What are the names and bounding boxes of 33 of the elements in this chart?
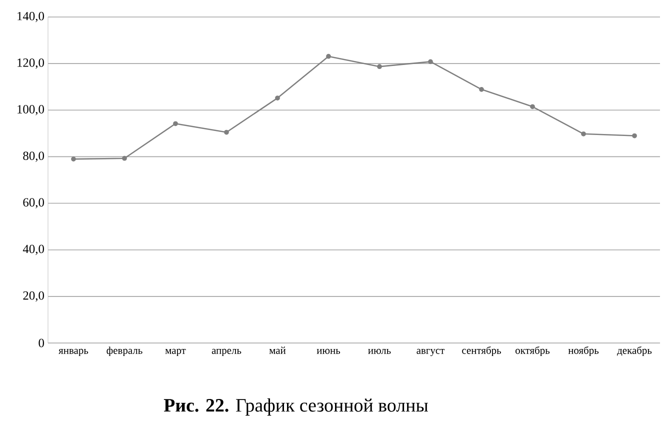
x-tick-label: июль	[368, 348, 391, 354]
point	[581, 131, 586, 136]
x-tick-label: январь	[58, 348, 88, 356]
y-tick-label: 140,0	[18, 12, 44, 22]
point	[122, 156, 127, 161]
x-tick-label: июнь	[316, 348, 340, 354]
x-tick-label: август	[416, 348, 445, 356]
y-tick-label: 20,0	[23, 291, 44, 302]
point	[479, 86, 484, 92]
y-tick-label: 60,0	[23, 198, 44, 208]
point	[173, 121, 178, 126]
point	[632, 133, 637, 138]
x-tick-label: апрель	[212, 348, 242, 356]
y-tick-label: 80,0	[23, 152, 44, 162]
text: Рис. 22. График сезонной волны	[164, 398, 428, 416]
y-tick-label: 0	[38, 338, 44, 348]
point	[71, 156, 76, 162]
point	[377, 64, 382, 70]
y-tick-label: 120,0	[18, 58, 44, 69]
x-tick-label: март	[165, 348, 186, 356]
point	[428, 59, 433, 64]
point	[326, 54, 331, 59]
x-tick-label: февраль	[106, 346, 142, 356]
y-tick-label: 100,0	[18, 105, 44, 116]
point	[275, 96, 280, 100]
y-tick-label: 40,0	[22, 244, 44, 255]
point	[530, 104, 535, 110]
point	[224, 130, 229, 135]
x-tick-label: октябрь	[516, 346, 550, 356]
x-tick-label: май	[269, 346, 286, 354]
x-tick-label: ноябрь	[568, 346, 599, 356]
x-tick-label: сентябрь	[462, 346, 501, 356]
x-tick-label: декабрь	[617, 346, 652, 356]
